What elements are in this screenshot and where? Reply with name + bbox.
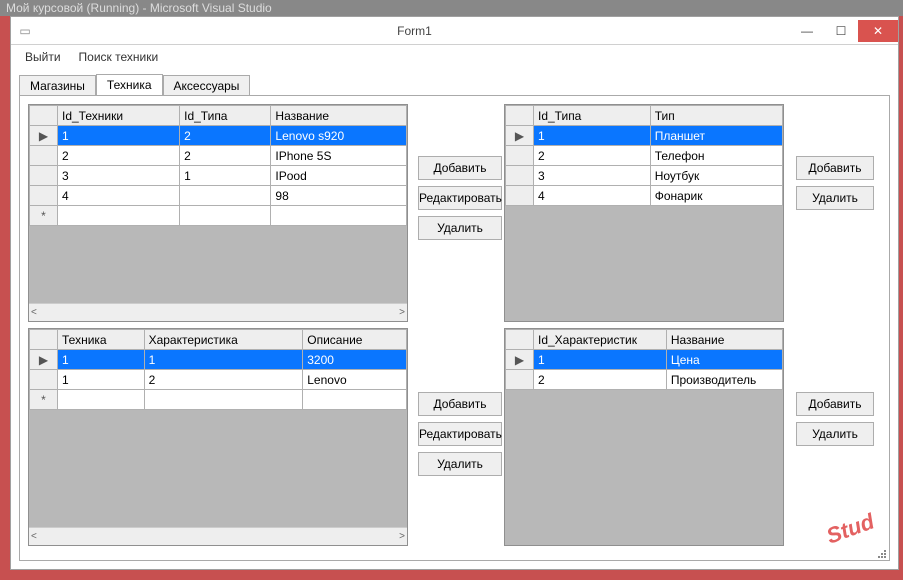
table-row[interactable]: ▶ 1 2 Lenovo s920 — [30, 126, 407, 146]
grid-chars[interactable]: Id_Характеристик Название ▶1Цена 2Произв… — [505, 329, 783, 390]
grid-tech[interactable]: Id_Техники Id_Типа Название ▶ 1 2 Lenovo… — [29, 105, 407, 226]
minimize-button[interactable]: — — [790, 20, 824, 42]
app-icon: ▭ — [11, 17, 39, 45]
types-buttons: Добавить Удалить — [796, 156, 874, 210]
col-header[interactable]: Id_Техники — [58, 106, 180, 126]
table-row[interactable]: ▶113200 — [30, 350, 407, 370]
techchar-buttons: Добавить Редактировать Удалить — [418, 392, 502, 476]
maximize-button[interactable]: ☐ — [824, 20, 858, 42]
grid-types[interactable]: Id_Типа Тип ▶1Планшет 2Телефон 3Ноутбук … — [505, 105, 783, 206]
add-button[interactable]: Добавить — [418, 156, 502, 180]
grid-techchar-container: Техника Характеристика Описание ▶113200 … — [28, 328, 408, 546]
col-header[interactable]: Описание — [303, 330, 407, 350]
table-row[interactable]: ▶1Цена — [506, 350, 783, 370]
grid-types-container: Id_Типа Тип ▶1Планшет 2Телефон 3Ноутбук … — [504, 104, 784, 322]
grid-tech-container: Id_Техники Id_Типа Название ▶ 1 2 Lenovo… — [28, 104, 408, 322]
col-header[interactable]: Техника — [58, 330, 145, 350]
scrollbar-horizontal[interactable]: <> — [29, 527, 407, 545]
add-button[interactable]: Добавить — [796, 392, 874, 416]
menu-search-tech[interactable]: Поиск техники — [71, 46, 167, 68]
add-button[interactable]: Добавить — [418, 392, 502, 416]
delete-button[interactable]: Удалить — [796, 422, 874, 446]
table-row[interactable]: 12Lenovo — [30, 370, 407, 390]
tab-accessories[interactable]: Аксессуары — [163, 75, 251, 96]
grid-chars-container: Id_Характеристик Название ▶1Цена 2Произв… — [504, 328, 784, 546]
col-header[interactable]: Название — [271, 106, 407, 126]
tabpage-tech: Id_Техники Id_Типа Название ▶ 1 2 Lenovo… — [19, 95, 890, 561]
table-new-row[interactable] — [30, 390, 407, 410]
menu-exit[interactable]: Выйти — [17, 46, 69, 68]
tab-tech[interactable]: Техника — [96, 74, 163, 96]
edit-button[interactable]: Редактировать — [418, 422, 502, 446]
delete-button[interactable]: Удалить — [418, 452, 502, 476]
row-indicator-icon: ▶ — [30, 126, 58, 146]
menubar: Выйти Поиск техники — [11, 45, 898, 69]
tabstrip: Магазины Техника Аксессуары — [11, 73, 898, 95]
edit-button[interactable]: Редактировать — [418, 186, 502, 210]
vs-titlebar: Мой курсовой (Running) - Microsoft Visua… — [0, 0, 903, 16]
table-row[interactable]: 31IPood — [30, 166, 407, 186]
table-new-row[interactable] — [30, 206, 407, 226]
form-window: ▭ Form1 — ☐ ✕ Выйти Поиск техники Магази… — [10, 16, 899, 570]
row-indicator-icon: ▶ — [506, 126, 534, 146]
table-row[interactable]: 3Ноутбук — [506, 166, 783, 186]
tech-buttons: Добавить Редактировать Удалить — [418, 156, 502, 240]
col-header[interactable]: Id_Характеристик — [534, 330, 667, 350]
delete-button[interactable]: Удалить — [418, 216, 502, 240]
delete-button[interactable]: Удалить — [796, 186, 874, 210]
col-header[interactable]: Id_Типа — [180, 106, 271, 126]
window-title: Form1 — [39, 24, 790, 38]
tab-shops[interactable]: Магазины — [19, 75, 96, 96]
table-row[interactable]: 22IPhone 5S — [30, 146, 407, 166]
grid-techchar[interactable]: Техника Характеристика Описание ▶113200 … — [29, 329, 407, 410]
table-row[interactable]: 2Телефон — [506, 146, 783, 166]
col-header[interactable]: Название — [666, 330, 782, 350]
row-indicator-icon: ▶ — [30, 350, 58, 370]
col-header[interactable]: Тип — [650, 106, 782, 126]
close-button[interactable]: ✕ — [858, 20, 898, 42]
row-indicator-icon: ▶ — [506, 350, 534, 370]
table-row[interactable]: 498 — [30, 186, 407, 206]
scrollbar-horizontal[interactable]: <> — [29, 303, 407, 321]
resize-grip-icon[interactable] — [877, 548, 887, 558]
table-row[interactable]: ▶1Планшет — [506, 126, 783, 146]
titlebar[interactable]: ▭ Form1 — ☐ ✕ — [11, 17, 898, 45]
table-row[interactable]: 4Фонарик — [506, 186, 783, 206]
col-header[interactable]: Характеристика — [144, 330, 303, 350]
table-row[interactable]: 2Производитель — [506, 370, 783, 390]
chars-buttons: Добавить Удалить — [796, 392, 874, 446]
col-header[interactable]: Id_Типа — [534, 106, 651, 126]
watermark: Stud — [823, 508, 878, 549]
add-button[interactable]: Добавить — [796, 156, 874, 180]
